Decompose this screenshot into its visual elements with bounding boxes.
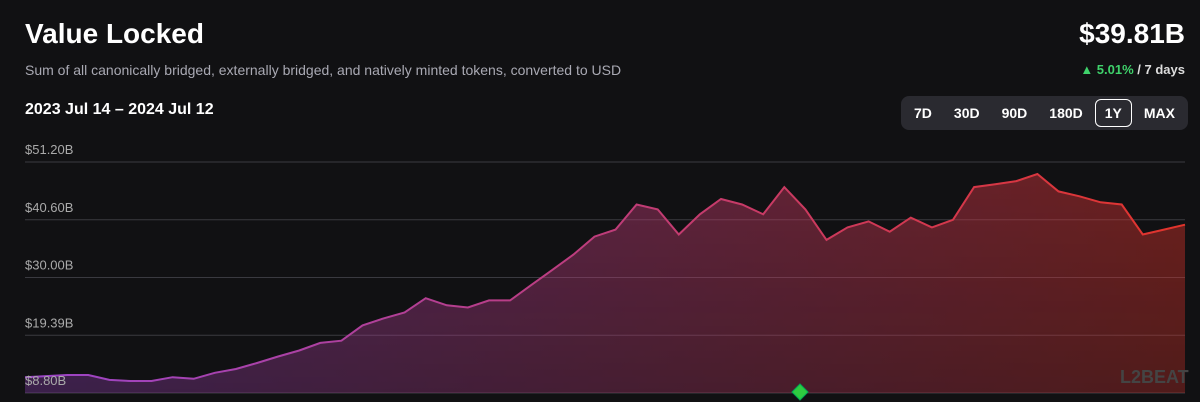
range-buttons: 7D 30D 90D 180D 1Y MAX (901, 96, 1188, 130)
subtitle: Sum of all canonically bridged, external… (25, 62, 622, 78)
range-button[interactable]: 7D (914, 105, 932, 121)
change-period: / 7 days (1137, 62, 1185, 77)
range-button[interactable]: 30D (953, 105, 980, 121)
y-tick-label: $51.20B (25, 142, 73, 157)
range-button[interactable]: 90D (1001, 105, 1028, 121)
total-value: $39.81B (1079, 18, 1185, 49)
title: Value Locked (25, 18, 204, 49)
y-tick-label: $40.60B (25, 200, 73, 215)
range-button[interactable]: MAX (1143, 105, 1175, 121)
range-button[interactable]: 1Y (1094, 99, 1132, 127)
area (25, 174, 1185, 393)
event-marker (791, 383, 809, 401)
y-tick-label: $8.80B (25, 373, 66, 388)
change-value: 5.01% (1096, 62, 1134, 77)
date-range: 2023 Jul 14 – 2024 Jul 12 (25, 101, 214, 118)
change: ▲ 5.01% / 7 days (1080, 62, 1185, 77)
range-button[interactable]: 180D (1049, 105, 1083, 121)
line (24, 172, 1186, 382)
y-tick-label: $19.39B (25, 315, 73, 330)
y-tick-label: $30.00B (25, 258, 73, 273)
watermark: L2BEAT (1120, 367, 1189, 387)
